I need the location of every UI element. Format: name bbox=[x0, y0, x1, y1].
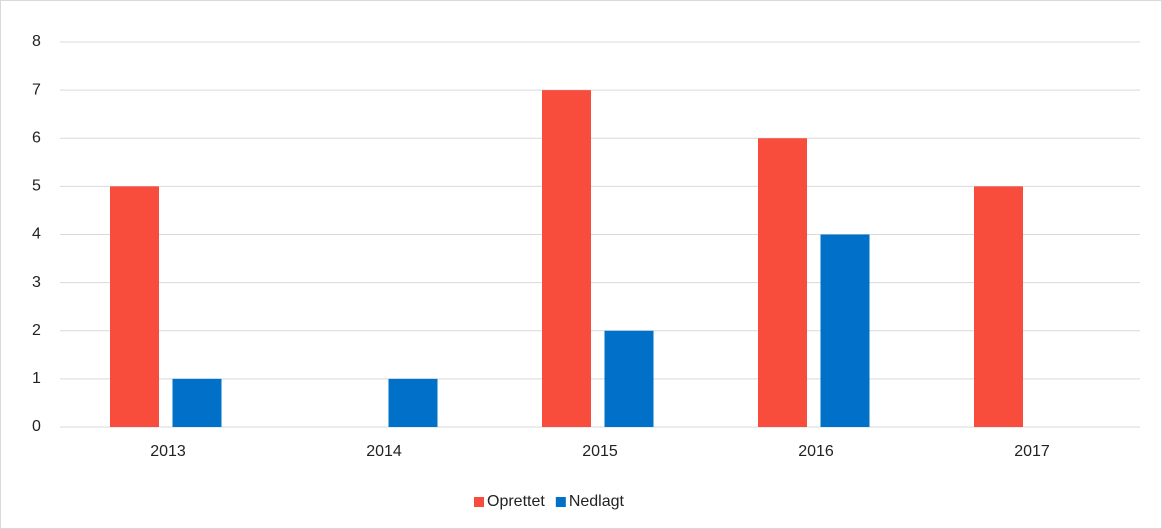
x-tick-label: 2017 bbox=[1014, 443, 1050, 460]
x-tick-label: 2015 bbox=[582, 443, 618, 460]
y-tick-label: 0 bbox=[32, 418, 41, 435]
y-tick-label: 6 bbox=[32, 129, 41, 146]
y-tick-label: 4 bbox=[32, 226, 41, 243]
legend-swatch bbox=[474, 497, 484, 507]
y-tick-label: 5 bbox=[32, 178, 41, 195]
bar bbox=[542, 90, 591, 427]
x-tick-label: 2013 bbox=[150, 443, 186, 460]
bar bbox=[758, 138, 807, 427]
bar bbox=[820, 234, 870, 427]
bar bbox=[604, 330, 654, 427]
x-tick-label: 2016 bbox=[798, 443, 834, 460]
y-tick-label: 7 bbox=[32, 81, 41, 98]
bar bbox=[974, 186, 1023, 427]
legend-label: Nedlagt bbox=[569, 493, 625, 510]
y-tick-label: 2 bbox=[32, 322, 41, 339]
bar bbox=[388, 378, 438, 427]
y-tick-label: 3 bbox=[32, 274, 41, 291]
bar bbox=[110, 186, 159, 427]
y-tick-label: 8 bbox=[32, 33, 41, 50]
x-tick-label: 2014 bbox=[366, 443, 402, 460]
legend-swatch bbox=[555, 497, 566, 507]
y-tick-label: 1 bbox=[32, 370, 41, 387]
bar bbox=[172, 378, 222, 427]
legend-label: Oprettet bbox=[487, 493, 545, 510]
